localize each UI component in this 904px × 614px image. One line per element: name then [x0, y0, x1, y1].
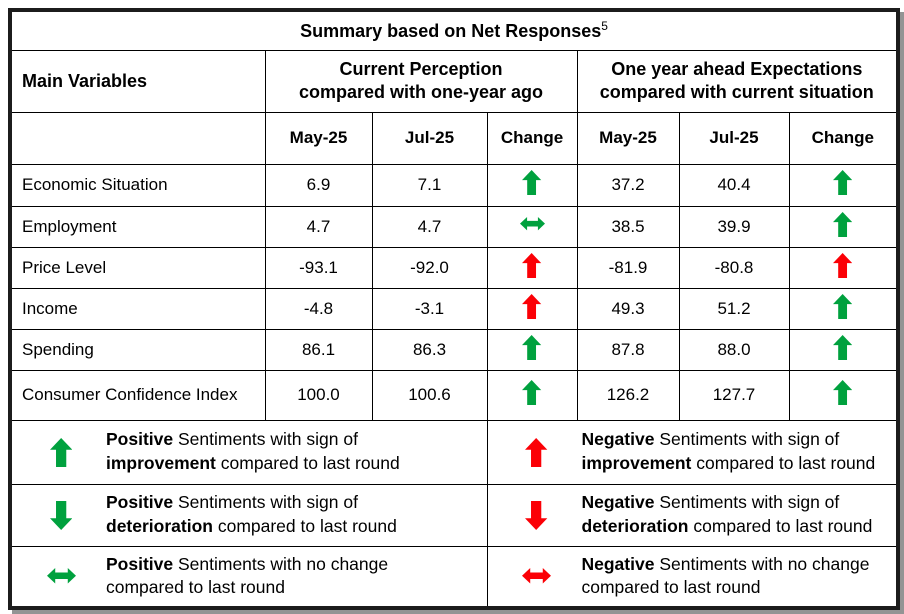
value-cell: 7.1 — [371, 163, 488, 207]
change-cell — [486, 163, 578, 207]
up-green-arrow-icon — [522, 334, 542, 360]
up-green-arrow-icon — [40, 437, 82, 467]
leftright-green-arrow-icon — [40, 568, 82, 584]
value-cell: 127.7 — [678, 369, 790, 421]
legend-text: Positive Sentiments with sign of deterio… — [106, 492, 397, 536]
value-cell: 49.3 — [576, 287, 680, 330]
value-cell: 126.2 — [576, 369, 680, 421]
value-cell: -4.8 — [264, 287, 373, 330]
row-label: Consumer Confidence Index — [9, 369, 266, 421]
legend-item-positive-deterioration: Positive Sentiments with sign of deterio… — [9, 483, 488, 547]
value-cell: 39.9 — [678, 205, 790, 248]
change-cell — [486, 328, 578, 371]
legend-text: Negative Sentiments with sign of improve… — [581, 429, 876, 473]
table-row: Employment 4.7 4.7 38.5 39.9 — [9, 205, 899, 248]
value-cell: 100.0 — [264, 369, 373, 421]
value-cell: -93.1 — [264, 246, 373, 289]
table-row: Price Level -93.1 -92.0 -81.9 -80.8 — [9, 246, 899, 289]
table-title-text: Summary based on Net Responses — [300, 21, 602, 42]
change-cell — [486, 287, 578, 330]
legend-text: Negative Sentiments with no change compa… — [581, 553, 870, 598]
up-red-arrow-icon — [516, 437, 558, 467]
legend-row: Positive Sentiments with no change compa… — [9, 545, 899, 609]
legend-item-negative-deterioration: Negative Sentiments with sign of deterio… — [486, 483, 899, 547]
cp-change-header: Change — [486, 111, 578, 165]
change-cell — [788, 369, 899, 421]
empty-header-cell — [9, 111, 266, 165]
value-cell: 86.3 — [371, 328, 488, 371]
value-cell: 6.9 — [264, 163, 373, 207]
up-green-arrow-icon — [833, 334, 853, 360]
down-green-arrow-icon — [40, 500, 82, 530]
value-cell: -92.0 — [371, 246, 488, 289]
value-cell: 100.6 — [371, 369, 488, 421]
legend-item-negative-nochange: Negative Sentiments with no change compa… — [486, 545, 899, 609]
table-row: Spending 86.1 86.3 87.8 88.0 — [9, 328, 899, 371]
value-cell: 38.5 — [576, 205, 680, 248]
change-cell — [486, 369, 578, 421]
change-cell — [788, 328, 899, 371]
table-row: Economic Situation 6.9 7.1 37.2 40.4 — [9, 163, 899, 207]
table-title: Summary based on Net Responses5 — [9, 9, 899, 51]
change-cell — [788, 287, 899, 330]
down-red-arrow-icon — [516, 500, 558, 530]
value-cell: 4.7 — [371, 205, 488, 248]
value-cell: 51.2 — [678, 287, 790, 330]
up-green-arrow-icon — [522, 380, 542, 405]
expectations-header: One year ahead Expectations compared wit… — [576, 49, 899, 113]
footnote-marker: 5 — [601, 19, 608, 34]
value-cell: 87.8 — [576, 328, 680, 371]
change-cell — [788, 246, 899, 289]
legend-text: Positive Sentiments with sign of improve… — [106, 429, 400, 473]
cp-may25-header: May-25 — [264, 111, 373, 165]
value-cell: 37.2 — [576, 163, 680, 207]
cp-jul25-header: Jul-25 — [371, 111, 488, 165]
leftright-green-arrow-icon — [519, 217, 545, 231]
group-header-row: Main Variables Current Perception compar… — [9, 49, 899, 113]
row-label: Income — [9, 287, 266, 330]
leftright-red-arrow-icon — [516, 568, 558, 584]
legend-row: Positive Sentiments with sign of improve… — [9, 419, 899, 485]
main-variables-header: Main Variables — [9, 49, 266, 113]
table-row: Income -4.8 -3.1 49.3 51.2 — [9, 287, 899, 330]
legend-text: Positive Sentiments with no change compa… — [106, 553, 389, 598]
up-green-arrow-icon — [833, 293, 853, 319]
exp-may25-header: May-25 — [576, 111, 680, 165]
value-cell: -3.1 — [371, 287, 488, 330]
change-cell — [486, 246, 578, 289]
legend-item-positive-improvement: Positive Sentiments with sign of improve… — [9, 419, 488, 485]
row-label: Price Level — [9, 246, 266, 289]
value-cell: 4.7 — [264, 205, 373, 248]
exp-jul25-header: Jul-25 — [678, 111, 790, 165]
up-green-arrow-icon — [833, 170, 853, 195]
legend-item-positive-nochange: Positive Sentiments with no change compa… — [9, 545, 488, 609]
change-cell — [486, 205, 578, 248]
legend-text: Negative Sentiments with sign of deterio… — [581, 492, 873, 536]
up-red-arrow-icon — [522, 252, 542, 278]
value-cell: 40.4 — [678, 163, 790, 207]
change-cell — [788, 163, 899, 207]
exp-change-header: Change — [788, 111, 899, 165]
net-responses-summary-table: Summary based on Net Responses5 Main Var… — [8, 8, 901, 610]
legend-item-negative-improvement: Negative Sentiments with sign of improve… — [486, 419, 899, 485]
up-green-arrow-icon — [522, 170, 542, 195]
up-red-arrow-icon — [522, 293, 542, 319]
current-perception-header: Current Perception compared with one-yea… — [264, 49, 578, 113]
up-green-arrow-icon — [833, 211, 853, 237]
row-label: Employment — [9, 205, 266, 248]
up-green-arrow-icon — [833, 380, 853, 405]
up-red-arrow-icon — [833, 252, 853, 278]
legend-row: Positive Sentiments with sign of deterio… — [9, 483, 899, 547]
row-label: Spending — [9, 328, 266, 371]
table-row: Consumer Confidence Index 100.0 100.6 12… — [9, 369, 899, 421]
value-cell: 86.1 — [264, 328, 373, 371]
value-cell: 88.0 — [678, 328, 790, 371]
title-row: Summary based on Net Responses5 — [9, 9, 899, 51]
change-cell — [788, 205, 899, 248]
period-header-row: May-25 Jul-25 Change May-25 Jul-25 Chang… — [9, 111, 899, 165]
row-label: Economic Situation — [9, 163, 266, 207]
value-cell: -80.8 — [678, 246, 790, 289]
value-cell: -81.9 — [576, 246, 680, 289]
